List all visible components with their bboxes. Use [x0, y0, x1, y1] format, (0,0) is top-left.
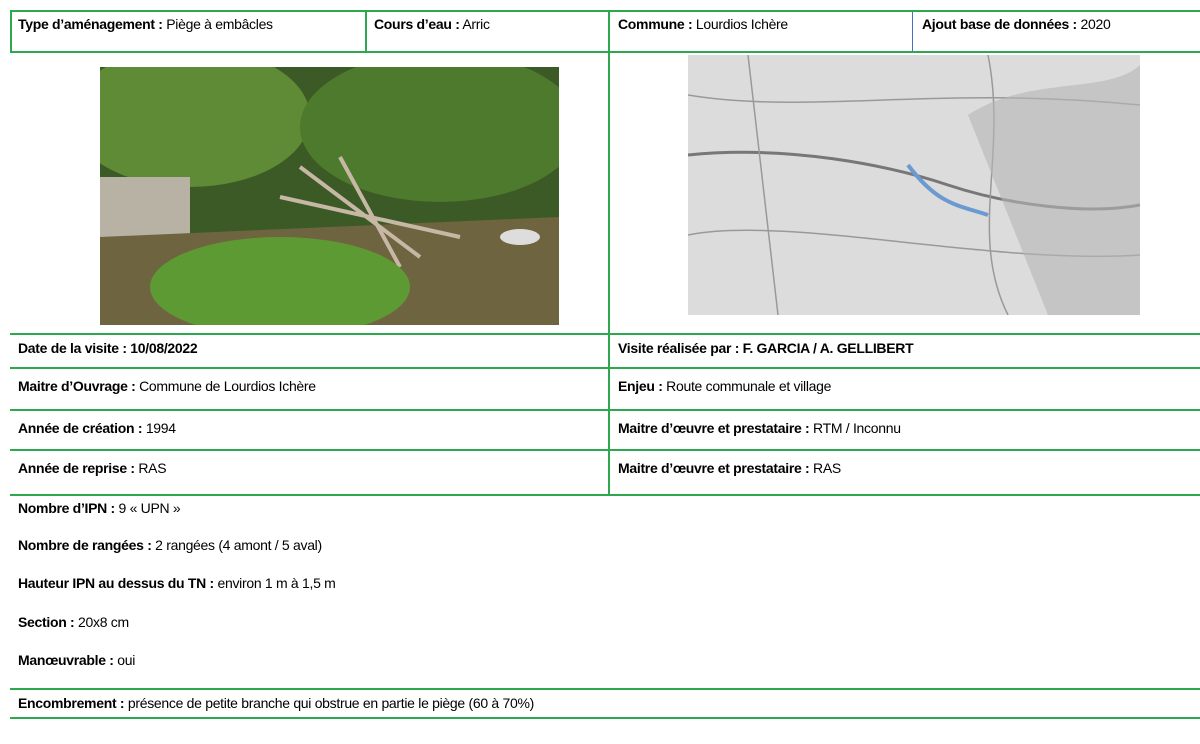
rule — [608, 10, 610, 496]
value: Piège à embâcles — [166, 16, 273, 32]
rule — [10, 10, 12, 53]
value: Commune de Lourdios Ichère — [139, 378, 316, 394]
label: Maitre d’Ouvrage : — [18, 378, 136, 394]
detail: Encombrement : présence de petite branch… — [18, 695, 534, 711]
value: 2 rangées (4 amont / 5 aval) — [155, 537, 322, 553]
table-cell: Année de reprise : RAS — [18, 460, 167, 476]
rule — [912, 12, 913, 51]
table-cell: Maitre d’Ouvrage : Commune de Lourdios I… — [18, 378, 316, 394]
label: Année de création : — [18, 420, 143, 436]
rule — [10, 51, 1200, 53]
table-cell: Enjeu : Route communale et village — [618, 378, 831, 394]
label: Manœuvrable : — [18, 652, 114, 668]
value: Lourdios Ichère — [695, 16, 788, 32]
rule — [10, 409, 1200, 411]
label: Année de reprise : — [18, 460, 135, 476]
value: présence de petite branche qui obstrue e… — [127, 695, 534, 711]
value: 9 « UPN » — [118, 500, 181, 516]
value: RAS — [138, 460, 167, 476]
value: 20x8 cm — [78, 614, 129, 630]
rule — [10, 367, 1200, 369]
label: Encombrement : — [18, 695, 125, 711]
detail: Nombre d’IPN : 9 « UPN » — [18, 500, 181, 516]
rule — [10, 10, 1200, 12]
table-cell: Maitre d’œuvre et prestataire : RTM / In… — [618, 420, 901, 436]
detail: Nombre de rangées : 2 rangées (4 amont /… — [18, 537, 322, 553]
detail: Hauteur IPN au dessus du TN : environ 1 … — [18, 575, 336, 591]
table-cell: Visite réalisée par : F. GARCIA / A. GEL… — [618, 340, 914, 356]
label: Visite réalisée par : — [618, 340, 740, 356]
label: Maitre d’œuvre et prestataire : — [618, 420, 810, 436]
value: environ 1 m à 1,5 m — [217, 575, 336, 591]
label: Maitre d’œuvre et prestataire : — [618, 460, 810, 476]
rule — [10, 333, 1200, 335]
header-cell: Commune : Lourdios Ichère — [618, 16, 788, 32]
header-cell: Ajout base de données : 2020 — [922, 16, 1111, 32]
value: RAS — [813, 460, 841, 476]
detail: Manœuvrable : oui — [18, 652, 135, 668]
label: Commune : — [618, 16, 693, 32]
rule — [10, 717, 1200, 719]
rule — [365, 10, 367, 53]
site-photo — [100, 67, 559, 325]
label: Nombre d’IPN : — [18, 500, 115, 516]
header-cell: Type d’aménagement : Piège à embâcles — [18, 16, 273, 32]
label: Hauteur IPN au dessus du TN : — [18, 575, 214, 591]
value: Arric — [462, 16, 490, 32]
value: RTM / Inconnu — [813, 420, 901, 436]
value: 10/08/2022 — [130, 340, 198, 356]
label: Type d’aménagement : — [18, 16, 163, 32]
label: Date de la visite : — [18, 340, 127, 356]
location-map — [688, 55, 1140, 315]
value: oui — [117, 652, 136, 668]
label: Ajout base de données : — [922, 16, 1077, 32]
value: 1994 — [145, 420, 176, 436]
label: Section : — [18, 614, 75, 630]
label: Enjeu : — [618, 378, 663, 394]
table-cell: Année de création : 1994 — [18, 420, 176, 436]
header-cell: Cours d’eau : Arric — [374, 16, 490, 32]
label: Cours d’eau : — [374, 16, 460, 32]
table-cell: Maitre d’œuvre et prestataire : RAS — [618, 460, 841, 476]
label: Nombre de rangées : — [18, 537, 152, 553]
rule — [10, 449, 1200, 451]
value: Route communale et village — [666, 378, 832, 394]
rule — [10, 494, 1200, 496]
table-cell: Date de la visite : 10/08/2022 — [18, 340, 198, 356]
value: 2020 — [1080, 16, 1111, 32]
rule — [10, 688, 1200, 690]
value: F. GARCIA / A. GELLIBERT — [742, 340, 914, 356]
detail: Section : 20x8 cm — [18, 614, 129, 630]
